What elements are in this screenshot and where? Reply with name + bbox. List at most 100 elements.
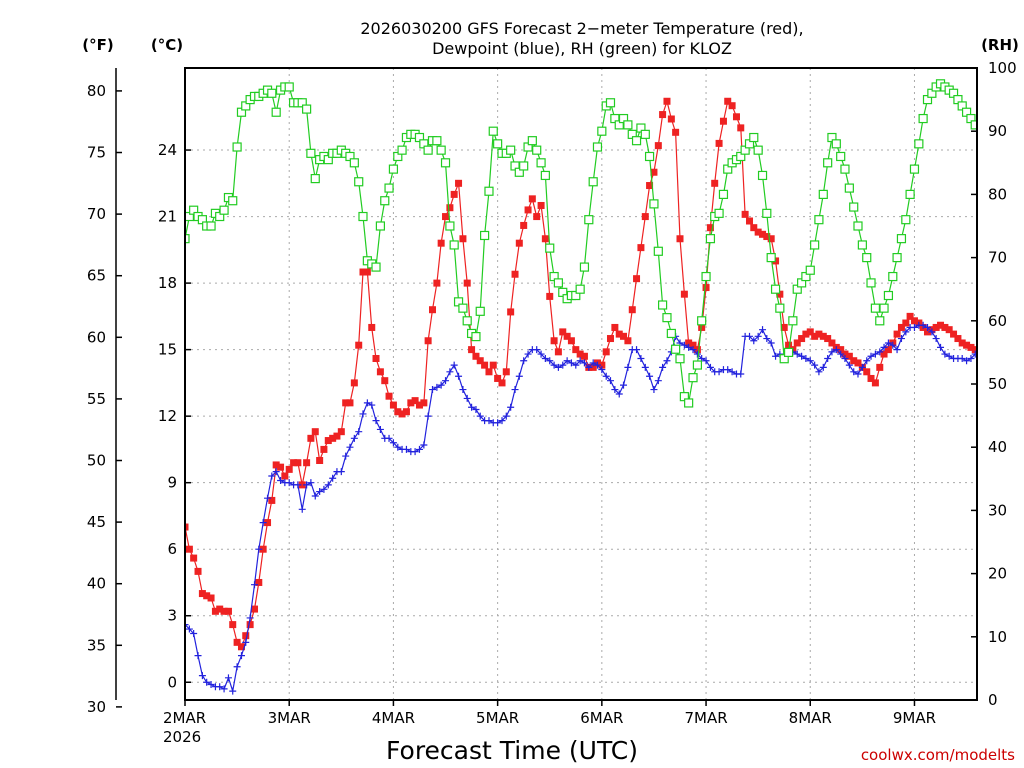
dewpoint-point — [502, 412, 510, 420]
2-meter-temperature-point — [533, 213, 541, 221]
series-layer — [185, 79, 977, 695]
rh-point — [688, 373, 698, 383]
fahrenheit-unit-label: (°F) — [82, 36, 113, 54]
rh-point — [540, 170, 550, 181]
2-meter-temperature-point — [320, 445, 328, 453]
2-meter-temperature-point — [224, 607, 232, 615]
rh-point — [575, 284, 585, 294]
2-meter-temperature-point — [402, 408, 410, 416]
dewpoint-point — [963, 357, 971, 365]
dewpoint-point — [368, 401, 376, 409]
rh-point — [831, 139, 841, 149]
2-meter-temperature-point — [233, 638, 241, 646]
celsius-tick-label: 15 — [158, 341, 177, 359]
dewpoint-point — [806, 357, 814, 365]
2-meter-temperature-point — [407, 399, 415, 407]
2-meter-temperature-point — [633, 275, 641, 283]
2-meter-temperature-point — [685, 339, 693, 347]
rh-point — [493, 139, 503, 149]
dewpoint-point — [897, 335, 905, 343]
2-meter-temperature-point — [268, 496, 276, 504]
chart-title: 2026030200 GFS Forecast 2−meter Temperat… — [360, 19, 803, 38]
2-meter-temperature-point — [363, 268, 371, 276]
dewpoint-point — [520, 357, 528, 365]
rh-point — [875, 316, 885, 326]
dewpoint-point — [650, 386, 658, 394]
rh-point — [440, 158, 451, 168]
2-meter-temperature-point — [884, 346, 892, 354]
2-meter-temperature-point — [606, 335, 614, 343]
dewpoint-point — [654, 377, 662, 385]
2-meter-temperature-point — [455, 179, 463, 187]
2-meter-temperature-point — [854, 359, 862, 367]
2-meter-temperature-point — [259, 545, 267, 553]
celsius-tick-label: 24 — [158, 141, 177, 159]
rh-point — [653, 246, 663, 256]
fahrenheit-tick-label: 80 — [87, 82, 106, 100]
dewpoint-point — [659, 363, 667, 371]
rh-point — [449, 240, 459, 250]
2-meter-temperature-point — [702, 284, 710, 292]
celsius-tick-label: 18 — [158, 274, 177, 292]
dewpoint-point — [476, 412, 484, 420]
2-meter-temperature-point — [520, 221, 528, 229]
rh-point — [753, 145, 763, 155]
dewpoint-point — [685, 343, 693, 351]
rh-point — [306, 148, 316, 158]
dewpoint-point — [919, 321, 927, 329]
rh-point — [814, 215, 824, 225]
2-meter-temperature-point — [442, 213, 450, 221]
rh-point — [775, 303, 785, 313]
dewpoint-point — [602, 372, 610, 380]
dewpoint-point — [715, 368, 723, 376]
rh-point — [914, 139, 924, 149]
2-meter-temperature-point — [715, 139, 723, 147]
dewpoint-point — [589, 359, 597, 367]
2-meter-temperature-point — [307, 434, 315, 442]
dewpoint-point — [507, 403, 515, 411]
dewpoint-point — [928, 328, 936, 336]
dewpoint-point — [355, 428, 363, 436]
dewpoint-point — [863, 357, 871, 365]
2-meter-temperature-point — [376, 368, 384, 376]
2-meter-temperature-point — [867, 374, 875, 382]
2-meter-temperature-point — [954, 335, 962, 343]
dewpoint-point — [494, 419, 502, 427]
rh-tick-label: 30 — [988, 501, 1007, 519]
rh-point — [185, 234, 190, 244]
rh-point — [475, 306, 485, 316]
dewpoint-point — [242, 638, 250, 646]
x-tick-label: 6MAR — [580, 709, 623, 727]
x-tick-sublabel: 2026 — [163, 728, 201, 746]
rh-point — [788, 316, 798, 326]
dewpoint-point — [185, 621, 189, 629]
2-meter-temperature-point — [620, 332, 628, 340]
2-meter-temperature-point — [381, 377, 389, 385]
dewpoint-point — [884, 339, 892, 347]
dewpoint-point — [203, 678, 211, 686]
2-meter-temperature-point — [342, 399, 350, 407]
2-meter-temperature-point — [294, 459, 302, 467]
2-meter-temperature-point — [277, 463, 285, 471]
dewpoint-point — [185, 625, 193, 633]
2-meter-temperature-point — [494, 374, 502, 382]
rh-point — [805, 265, 815, 275]
2-meter-temperature-point — [780, 323, 788, 331]
2-meter-temperature-point — [945, 326, 953, 334]
2-meter-temperature-point — [893, 330, 901, 338]
dewpoint-point — [871, 350, 879, 358]
rh-point — [397, 145, 407, 155]
dewpoint-point — [363, 399, 371, 407]
2-meter-temperature-point — [246, 621, 254, 629]
rh-point — [892, 253, 902, 263]
dewpoint-point — [372, 417, 380, 425]
x-tick-label: 5MAR — [476, 709, 519, 727]
rh-point — [849, 202, 859, 212]
2-meter-temperature-point — [698, 323, 706, 331]
rh-point — [310, 174, 320, 184]
dewpoint-point — [641, 363, 649, 371]
dewpoint-point — [620, 381, 628, 389]
dewpoint-point — [967, 354, 975, 362]
rh-point — [471, 332, 481, 342]
dewpoint-point — [472, 406, 480, 414]
